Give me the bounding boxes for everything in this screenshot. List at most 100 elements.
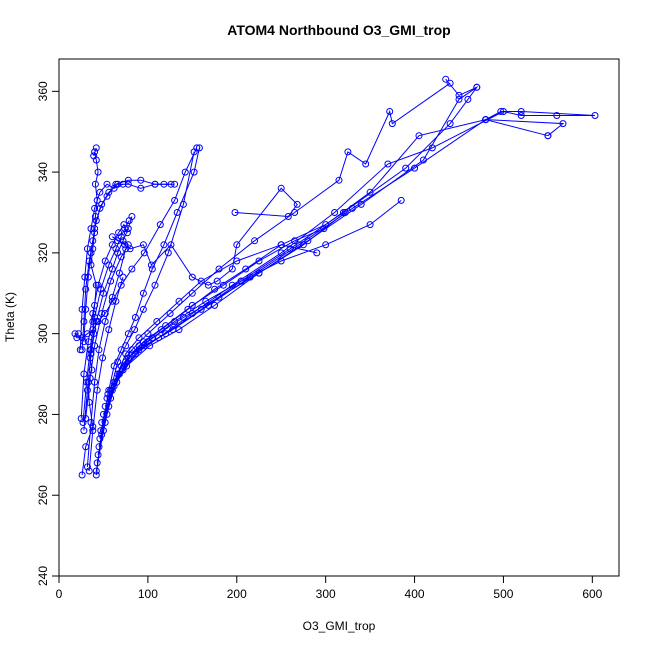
x-tick-label: 200 xyxy=(227,587,247,601)
data-point xyxy=(175,326,183,334)
data-point xyxy=(388,120,396,128)
data-point xyxy=(190,168,198,176)
data-point xyxy=(75,330,83,338)
data-point xyxy=(119,273,127,281)
data-point xyxy=(344,148,352,156)
data-point xyxy=(277,184,285,192)
data-point xyxy=(140,342,148,350)
data-point xyxy=(112,297,120,305)
data-point xyxy=(114,180,122,188)
data-point xyxy=(77,415,85,422)
data-point xyxy=(473,83,481,91)
data-point xyxy=(82,305,90,313)
data-point xyxy=(78,471,86,479)
data-point xyxy=(464,95,472,103)
data-point xyxy=(99,354,107,362)
data-point xyxy=(80,427,88,435)
series-line xyxy=(82,220,130,423)
data-point xyxy=(91,314,99,321)
data-point xyxy=(140,249,148,257)
data-point xyxy=(419,156,427,164)
data-point xyxy=(91,378,99,386)
data-point xyxy=(442,75,450,83)
data-point xyxy=(123,362,131,370)
data-point xyxy=(117,253,125,261)
data-point xyxy=(108,241,116,249)
x-tick-label: 600 xyxy=(582,587,602,601)
data-point xyxy=(101,257,109,265)
data-point xyxy=(211,301,219,309)
data-point xyxy=(122,342,130,350)
data-point xyxy=(82,285,90,293)
data-point xyxy=(97,427,105,435)
data-point xyxy=(99,410,107,418)
data-point xyxy=(164,249,172,257)
y-tick-label: 280 xyxy=(36,404,50,424)
data-point xyxy=(92,318,100,325)
data-point xyxy=(166,310,174,317)
data-point xyxy=(101,402,109,410)
data-point xyxy=(219,281,227,289)
data-point xyxy=(119,180,127,188)
data-point xyxy=(331,209,339,216)
data-point xyxy=(233,241,241,249)
data-point xyxy=(105,188,113,196)
data-point xyxy=(78,305,86,313)
data-point xyxy=(397,196,405,204)
data-point xyxy=(131,326,139,334)
data-point xyxy=(94,281,102,289)
data-point xyxy=(81,273,89,281)
chart-title: ATOM4 Northbound O3_GMI_trop xyxy=(227,22,450,38)
series-13 xyxy=(105,83,481,394)
series-line xyxy=(95,147,200,476)
data-point xyxy=(497,108,505,115)
data-point xyxy=(151,281,159,289)
y-tick-label: 260 xyxy=(36,485,50,505)
data-point xyxy=(173,209,181,216)
data-point xyxy=(313,249,321,257)
data-point xyxy=(131,350,139,358)
y-tick-label: 320 xyxy=(36,243,50,263)
data-point xyxy=(101,318,109,325)
data-point xyxy=(95,443,103,451)
data-point xyxy=(366,221,374,229)
data-point xyxy=(89,237,97,245)
data-point xyxy=(415,132,423,140)
data-point xyxy=(167,180,175,188)
data-point xyxy=(108,233,116,241)
data-point xyxy=(482,116,490,124)
data-point xyxy=(160,241,168,249)
data-point xyxy=(105,326,113,334)
data-point xyxy=(80,318,88,325)
data-point xyxy=(446,120,454,128)
data-point xyxy=(76,346,84,354)
data-point xyxy=(139,289,147,297)
data-point xyxy=(119,366,127,374)
series-line xyxy=(86,248,127,467)
data-point xyxy=(83,386,91,394)
series-line xyxy=(100,200,402,431)
data-point xyxy=(215,265,223,273)
data-point xyxy=(446,79,454,87)
data-point xyxy=(171,196,179,204)
data-point xyxy=(188,273,196,281)
data-point xyxy=(91,204,99,212)
data-point xyxy=(115,269,123,277)
data-point xyxy=(151,180,159,188)
data-point xyxy=(84,338,92,346)
series-line xyxy=(85,187,298,419)
data-point xyxy=(171,180,179,188)
data-point xyxy=(96,435,104,443)
data-point xyxy=(544,132,552,140)
data-point xyxy=(94,451,102,459)
data-point xyxy=(91,148,99,156)
data-point xyxy=(322,241,330,249)
data-point xyxy=(175,297,183,305)
data-point xyxy=(335,176,343,184)
data-point xyxy=(455,95,463,103)
data-point xyxy=(153,318,161,325)
data-point xyxy=(293,200,301,208)
data-point xyxy=(98,200,106,208)
series-line xyxy=(79,183,124,350)
data-point xyxy=(126,245,134,253)
